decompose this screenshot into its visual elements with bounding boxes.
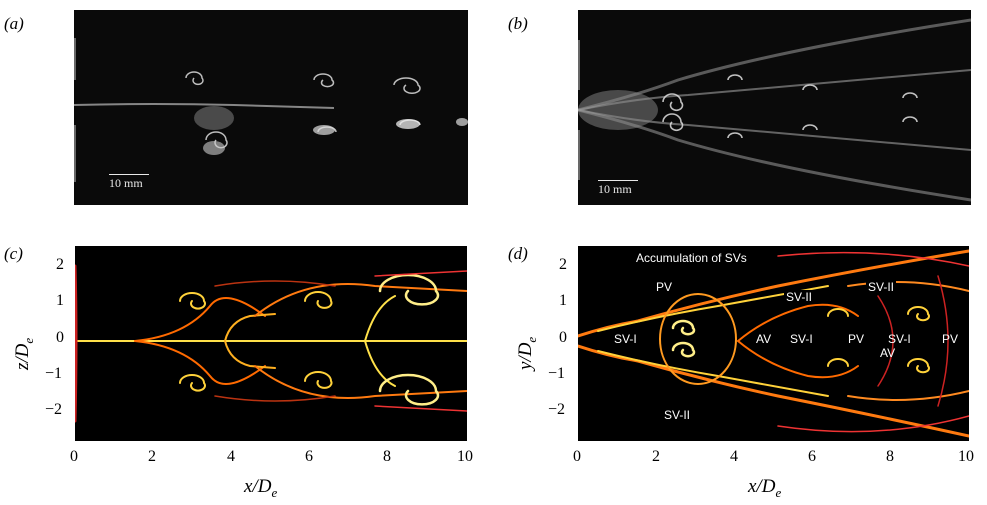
panel-c-ytick: 0 bbox=[56, 329, 64, 346]
panel-c-xtick: 6 bbox=[305, 448, 313, 465]
panel-d-xtick: 10 bbox=[958, 448, 974, 465]
panel-d-xtick: 6 bbox=[808, 448, 816, 465]
panel-c-xlabel: x/De bbox=[244, 476, 278, 500]
panel-a-scale-label: 10 mm bbox=[109, 176, 143, 190]
annotation-sv-ii: SV-II bbox=[664, 408, 691, 422]
panel-a-photo: 10 mm bbox=[74, 10, 468, 205]
annotation-accumulation-of-svs: Accumulation of SVs bbox=[636, 251, 747, 265]
panel-c-xtick: 10 bbox=[457, 448, 473, 465]
panel-c-xtick: 2 bbox=[148, 448, 156, 465]
panel-d-ytick: 2 bbox=[559, 256, 567, 273]
panel-c-ytick: 2 bbox=[56, 256, 64, 273]
panel-d-xlabel: x/De bbox=[748, 476, 782, 500]
panel-c-ytick: −2 bbox=[45, 401, 63, 418]
panel-b-photo: 10 mm bbox=[578, 10, 971, 205]
panel-d-ytick: 0 bbox=[559, 329, 567, 346]
panel-d-xtick: 4 bbox=[730, 448, 738, 465]
panel-d-ytick: −1 bbox=[548, 365, 566, 382]
panel-c-vortex-field bbox=[75, 264, 467, 423]
annotation-sv-ii: SV-II bbox=[866, 280, 897, 294]
annotation-pv: PV bbox=[848, 332, 865, 346]
annotation-pv: PV bbox=[942, 332, 959, 346]
panel-b-flow-image bbox=[578, 18, 971, 202]
panel-d-label: (d) bbox=[508, 244, 528, 263]
panel-b-label: (b) bbox=[508, 14, 528, 33]
panel-d-xtick: 2 bbox=[652, 448, 660, 465]
panel-d-xtick: 0 bbox=[573, 448, 581, 465]
panel-c-ytick: −1 bbox=[45, 365, 63, 382]
panel-d-simulation: Accumulation of SVs PV SV-I AV SV-II SV-… bbox=[578, 246, 969, 441]
panel-c-simulation bbox=[75, 246, 467, 441]
panel-d-ylabel: y/De bbox=[515, 336, 539, 370]
panel-c-xtick: 4 bbox=[227, 448, 235, 465]
annotation-av: AV bbox=[756, 332, 772, 346]
panel-c-ylabel: z/De bbox=[12, 337, 36, 370]
panel-b-scale-bar: 10 mm bbox=[598, 180, 638, 197]
panel-a-label: (a) bbox=[4, 14, 24, 33]
panel-c-xtick: 8 bbox=[383, 448, 391, 465]
annotation-sv-i: SV-I bbox=[614, 332, 637, 346]
panel-d-vortex-field bbox=[578, 249, 969, 438]
panel-c-ytick: 1 bbox=[56, 292, 64, 309]
annotation-pv: PV bbox=[656, 280, 673, 294]
panel-c-label: (c) bbox=[4, 244, 23, 263]
panel-a-flow-image bbox=[74, 38, 468, 182]
panel-b-scale-label: 10 mm bbox=[598, 182, 632, 196]
annotation-sv-i: SV-I bbox=[888, 332, 911, 346]
panel-d-ytick: −2 bbox=[548, 401, 566, 418]
annotation-sv-ii: SV-II bbox=[784, 290, 815, 304]
annotation-sv-i: SV-I bbox=[790, 332, 813, 346]
annotation-av: AV bbox=[880, 346, 896, 360]
panel-d-ytick: 1 bbox=[559, 292, 567, 309]
panel-c-xtick: 0 bbox=[70, 448, 78, 465]
panel-d-xtick: 8 bbox=[886, 448, 894, 465]
panel-a-scale-bar: 10 mm bbox=[109, 174, 149, 191]
